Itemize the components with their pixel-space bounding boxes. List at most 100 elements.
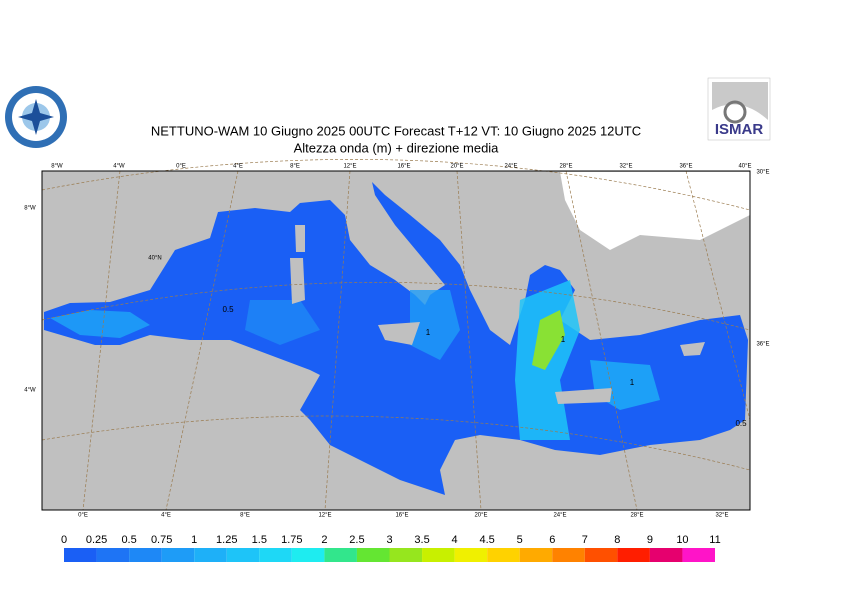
legend-tick-label: 11 bbox=[709, 534, 720, 546]
legend-tick-label: 0.75 bbox=[151, 534, 172, 546]
graticule bbox=[685, 170, 751, 421]
lon-label: 4°W bbox=[24, 388, 36, 394]
lon-label: 0°E bbox=[176, 164, 186, 170]
lon-label: 32°E bbox=[619, 164, 632, 170]
legend-tick-label: 1 bbox=[191, 534, 197, 546]
island bbox=[378, 322, 420, 345]
lat-label: 40°N bbox=[148, 256, 161, 262]
contour-label: 1 bbox=[426, 328, 431, 337]
title: NETTUNO-WAM 10 Giugno 2025 00UTC Forecas… bbox=[151, 123, 641, 138]
legend: 0 0.25 0.5 0.75 1 1.25 1.5 1.75 2 2.5 3 3.5 4 4.5 5 6 7 8… bbox=[61, 534, 721, 562]
lon-label: 0°E bbox=[78, 513, 88, 519]
lon-label: 36°E bbox=[756, 342, 769, 348]
contour-label: 0.5 bbox=[222, 305, 234, 314]
legend-tick-label: 2.5 bbox=[349, 534, 364, 546]
legend-bin bbox=[454, 548, 488, 562]
legend-bin bbox=[617, 548, 650, 562]
legend-bin bbox=[584, 548, 618, 562]
lon-label: 4°E bbox=[161, 513, 171, 519]
lon-label: 8°E bbox=[290, 164, 300, 170]
lon-label: 36°E bbox=[679, 164, 692, 170]
contour-label: 1 bbox=[561, 335, 566, 344]
legend-bin bbox=[129, 548, 162, 562]
map-frame bbox=[41, 170, 751, 511]
wave-patch bbox=[410, 290, 460, 360]
legend-tick-label: 7 bbox=[582, 534, 588, 546]
graticule bbox=[41, 159, 751, 211]
map bbox=[41, 159, 751, 511]
legend-bin bbox=[64, 548, 97, 562]
contour-label: 0.5 bbox=[735, 419, 747, 428]
geo-labels: 8°W 4°W 0°E 4°E 8°E 12°E 16°E 20°E 24°E 28°E 32°E 3… bbox=[24, 164, 769, 519]
graticule bbox=[41, 282, 751, 331]
legend-bin bbox=[389, 548, 423, 562]
legend-bin bbox=[682, 548, 715, 562]
legend-bin bbox=[422, 548, 455, 562]
logo-text: ISMAR bbox=[715, 121, 764, 138]
legend-tick-label: 0.5 bbox=[121, 534, 136, 546]
legend-bin bbox=[161, 548, 195, 562]
wave-patch bbox=[50, 310, 150, 338]
legend-bin bbox=[194, 548, 227, 562]
legend-bin bbox=[552, 548, 585, 562]
legend-tick-label: 5 bbox=[517, 534, 523, 546]
lon-label: 8°E bbox=[240, 513, 250, 519]
lon-label: 4°W bbox=[113, 164, 125, 170]
right-logo: ISMAR bbox=[707, 77, 771, 141]
legend-tick-label: 8 bbox=[614, 534, 620, 546]
legend-tick-label: 1.5 bbox=[252, 534, 267, 546]
legend-bin bbox=[291, 548, 325, 562]
legend-bin bbox=[96, 548, 130, 562]
legend-bin bbox=[649, 548, 683, 562]
graticule bbox=[82, 170, 121, 511]
legend-bin bbox=[226, 548, 260, 562]
lon-label: 20°E bbox=[450, 164, 463, 170]
lon-label: 24°E bbox=[504, 164, 517, 170]
graticule bbox=[324, 170, 351, 511]
legend-tick-label: 3.5 bbox=[414, 534, 429, 546]
legend-tick-label: 0.25 bbox=[86, 534, 107, 546]
graticule bbox=[565, 170, 638, 511]
lon-label: 8°W bbox=[24, 206, 36, 212]
legend-tick-label: 1.75 bbox=[281, 534, 302, 546]
legend-bin bbox=[356, 548, 390, 562]
lon-label: 40°E bbox=[738, 164, 751, 170]
legend-tick-label: 6 bbox=[549, 534, 555, 546]
lon-label: 12°E bbox=[343, 164, 356, 170]
legend-tick-label: 2 bbox=[321, 534, 327, 546]
island bbox=[680, 342, 705, 356]
lon-label: 16°E bbox=[397, 164, 410, 170]
lon-label: 16°E bbox=[395, 513, 408, 519]
lon-label: 28°E bbox=[630, 513, 643, 519]
legend-bin bbox=[324, 548, 357, 562]
island bbox=[295, 225, 305, 252]
lon-label: 20°E bbox=[474, 513, 487, 519]
lon-label: 24°E bbox=[553, 513, 566, 519]
lon-label: 8°W bbox=[51, 164, 63, 170]
lon-label: 4°E bbox=[233, 164, 243, 170]
graticule bbox=[41, 415, 751, 471]
legend-tick-label: 4.5 bbox=[480, 534, 495, 546]
outside-domain bbox=[560, 172, 750, 250]
lon-label: 32°E bbox=[715, 513, 728, 519]
legend-tick-label: 10 bbox=[676, 534, 688, 546]
legend-tick-label: 9 bbox=[647, 534, 653, 546]
island bbox=[290, 258, 305, 304]
contour-label: 1 bbox=[630, 378, 635, 387]
legend-tick-label: 0 bbox=[61, 534, 67, 546]
legend-tick-label: 1.25 bbox=[216, 534, 237, 546]
legend-bin bbox=[519, 548, 553, 562]
subtitle: Altezza onda (m) + direzione media bbox=[294, 140, 500, 155]
legend-tick-label: 3 bbox=[386, 534, 392, 546]
graticule bbox=[456, 170, 482, 511]
wave-patch bbox=[532, 310, 565, 370]
lon-label: 12°E bbox=[318, 513, 331, 519]
legend-bin bbox=[259, 548, 292, 562]
left-logo bbox=[5, 86, 67, 148]
legend-tick-label: 4 bbox=[452, 534, 458, 546]
lon-label: 28°E bbox=[559, 164, 572, 170]
legend-bin bbox=[487, 548, 520, 562]
graticule bbox=[165, 170, 239, 511]
